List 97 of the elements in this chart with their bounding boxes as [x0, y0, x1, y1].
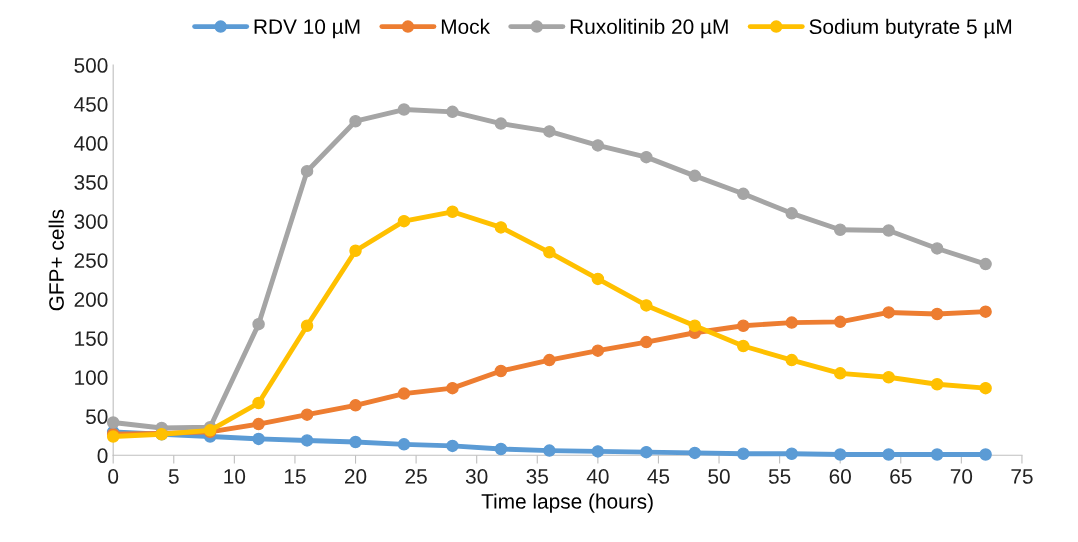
point — [543, 246, 556, 259]
point — [494, 364, 508, 378]
point — [979, 257, 992, 271]
point — [252, 317, 265, 331]
point — [882, 224, 895, 237]
point — [833, 315, 847, 329]
x-axis-title: Time lapse (hours) — [481, 493, 653, 513]
y-tick-label: 200 — [74, 292, 108, 307]
point — [446, 105, 459, 119]
point — [882, 306, 895, 319]
point — [737, 319, 750, 332]
x-tick-label: 55 — [768, 469, 791, 484]
point — [640, 150, 653, 164]
y-tick-label: 350 — [74, 175, 108, 190]
point — [494, 221, 508, 234]
point — [737, 447, 750, 460]
point — [785, 316, 798, 329]
y-tick-label: 50 — [85, 409, 108, 425]
x-tick-label: 20 — [344, 469, 367, 484]
point — [688, 446, 702, 460]
point — [300, 164, 314, 178]
point — [930, 242, 944, 255]
x-tick-label: 15 — [284, 469, 306, 484]
point — [446, 439, 459, 453]
point — [833, 367, 847, 380]
x-tick-label: 0 — [108, 469, 119, 484]
point — [349, 244, 362, 258]
point — [252, 432, 265, 446]
point — [591, 344, 605, 357]
x-tick-label: 45 — [647, 469, 670, 484]
x-tick-label: 65 — [890, 469, 912, 484]
point — [494, 442, 508, 456]
x-tick-label: 5 — [168, 469, 179, 484]
point — [543, 444, 556, 457]
x-tick-label: 70 — [950, 469, 973, 484]
point — [252, 396, 265, 410]
y-tick-label: 400 — [74, 136, 108, 151]
legend-label: Ruxolitinib 20 µM — [570, 18, 728, 39]
point — [930, 378, 944, 391]
x-tick-label: 60 — [829, 469, 851, 484]
point — [591, 139, 605, 152]
point — [833, 223, 847, 236]
point — [979, 305, 992, 318]
y-tick-label: 0 — [97, 448, 108, 464]
x-tick-label: 40 — [586, 469, 609, 484]
point — [882, 370, 895, 384]
x-tick-label: 35 — [526, 469, 548, 484]
legend-label: Mock — [441, 18, 491, 35]
point — [543, 353, 556, 367]
point — [591, 445, 605, 458]
legend-label: Sodium butyrate 5 µM — [809, 18, 1012, 39]
point — [640, 299, 653, 312]
point — [349, 435, 362, 449]
y-tick-label: 300 — [74, 214, 108, 229]
point — [640, 445, 653, 459]
point — [397, 387, 411, 400]
point — [349, 399, 362, 412]
point — [979, 381, 992, 395]
y-tick-label: 100 — [75, 370, 108, 385]
point — [300, 408, 314, 421]
point — [785, 207, 798, 220]
point — [785, 353, 798, 367]
point — [300, 434, 314, 447]
y-tick-label: 450 — [74, 97, 108, 112]
point — [397, 438, 411, 451]
point — [737, 187, 750, 201]
y-axis-title: GFP+ cells — [48, 209, 64, 311]
point — [300, 319, 314, 332]
point — [106, 416, 120, 429]
y-tick-label: 500 — [74, 58, 108, 73]
point — [591, 272, 605, 286]
point — [446, 205, 459, 219]
y-tick-label: 250 — [74, 253, 108, 268]
point — [252, 417, 265, 431]
point — [397, 214, 411, 228]
y-tick-label: 150 — [75, 331, 108, 346]
point — [688, 319, 702, 332]
point — [785, 447, 798, 460]
point — [640, 335, 653, 349]
x-tick-label: 75 — [1011, 469, 1033, 484]
x-tick-label: 25 — [405, 469, 427, 484]
point — [979, 448, 992, 461]
x-tick-label: 10 — [224, 469, 246, 484]
x-tick-label: 30 — [465, 469, 488, 484]
point — [737, 339, 750, 353]
point — [688, 169, 702, 183]
point — [397, 103, 411, 116]
point — [494, 117, 508, 130]
point — [543, 125, 556, 138]
point — [930, 448, 944, 461]
point — [882, 448, 895, 461]
point — [446, 381, 459, 395]
legend-label: RDV 10 µM — [254, 19, 360, 39]
point — [833, 448, 847, 461]
x-tick-label: 50 — [708, 469, 730, 484]
point — [930, 307, 944, 321]
point — [349, 114, 362, 128]
